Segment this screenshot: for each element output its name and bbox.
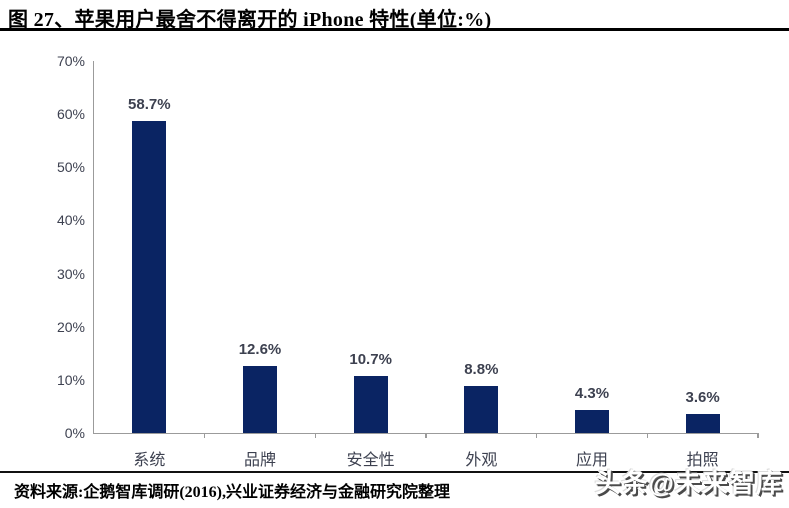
x-axis-label: 应用 bbox=[575, 452, 608, 469]
y-axis-label: 20% bbox=[56, 318, 85, 335]
x-axis-tick bbox=[314, 433, 317, 438]
bar-value-label: 12.6% bbox=[238, 341, 282, 359]
y-axis-label: 40% bbox=[56, 212, 85, 229]
watermark-toutiao-future-thinktank: 头条@未来智库 bbox=[594, 468, 783, 498]
figure-title: 图 27、苹果用户最舍不得离开的 iPhone 特性(单位:%) bbox=[8, 9, 492, 31]
y-axis-label: 0% bbox=[64, 425, 85, 441]
bar-chart-plot-area: 58.7% 系统 12.6% 品牌 10.7% 安全性 8.8% 外观 4.3% 应用 3.6% 拍照… bbox=[57, 53, 759, 469]
x-axis-label: 拍照 bbox=[686, 452, 719, 469]
bar-value-label: 8.8% bbox=[464, 361, 499, 379]
x-axis-label: 品牌 bbox=[243, 452, 276, 469]
bar-value-label: 58.7% bbox=[128, 96, 171, 114]
y-axis-label: 70% bbox=[56, 53, 85, 69]
x-axis-tick bbox=[646, 433, 649, 438]
footer-divider bbox=[0, 471, 789, 473]
chart-bar bbox=[464, 386, 499, 433]
chart-bar bbox=[132, 121, 167, 433]
chart-bar bbox=[243, 366, 277, 433]
x-axis-tick bbox=[425, 433, 427, 438]
title-underline bbox=[0, 28, 789, 31]
x-axis-label: 安全性 bbox=[346, 452, 395, 469]
y-axis-label: 50% bbox=[56, 159, 85, 176]
bar-value-label: 3.6% bbox=[685, 388, 720, 406]
y-axis-label: 60% bbox=[56, 106, 85, 123]
x-axis-label: 系统 bbox=[133, 452, 166, 469]
x-axis-tick bbox=[203, 433, 206, 438]
x-axis-tick bbox=[535, 433, 538, 438]
source-note: 资料来源:企鹅智库调研(2016),兴业证券经济与金融研究院整理 bbox=[14, 484, 450, 501]
chart-bar bbox=[685, 413, 720, 433]
bar-value-label: 4.3% bbox=[574, 385, 610, 403]
y-axis-label: 30% bbox=[56, 265, 85, 282]
bar-value-label: 10.7% bbox=[349, 351, 392, 369]
chart-bar bbox=[575, 410, 609, 433]
y-axis-label: 10% bbox=[56, 371, 85, 388]
chart-bar bbox=[353, 376, 388, 433]
x-axis-label: 外观 bbox=[465, 452, 498, 469]
x-axis-tick bbox=[757, 433, 759, 438]
